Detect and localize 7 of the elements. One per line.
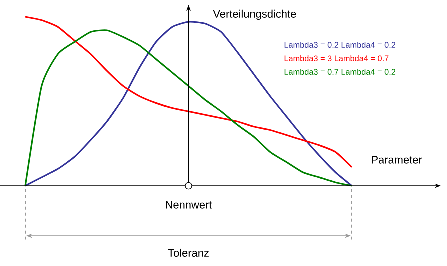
text: Lambda3 = 3 Lambda4 = 0.7: [284, 55, 389, 62]
text: Lambda3 = 0.7 Lambda4 = 0.2: [284, 68, 396, 75]
annotation: Verteilungsdichte: [213, 10, 296, 20]
text: Nennwert: [166, 201, 212, 209]
text: Parameter: [372, 156, 422, 164]
text: Toleranz: [168, 248, 209, 258]
text: Lambda3 = 0.2 Lambda4 = 0.2: [284, 42, 396, 48]
